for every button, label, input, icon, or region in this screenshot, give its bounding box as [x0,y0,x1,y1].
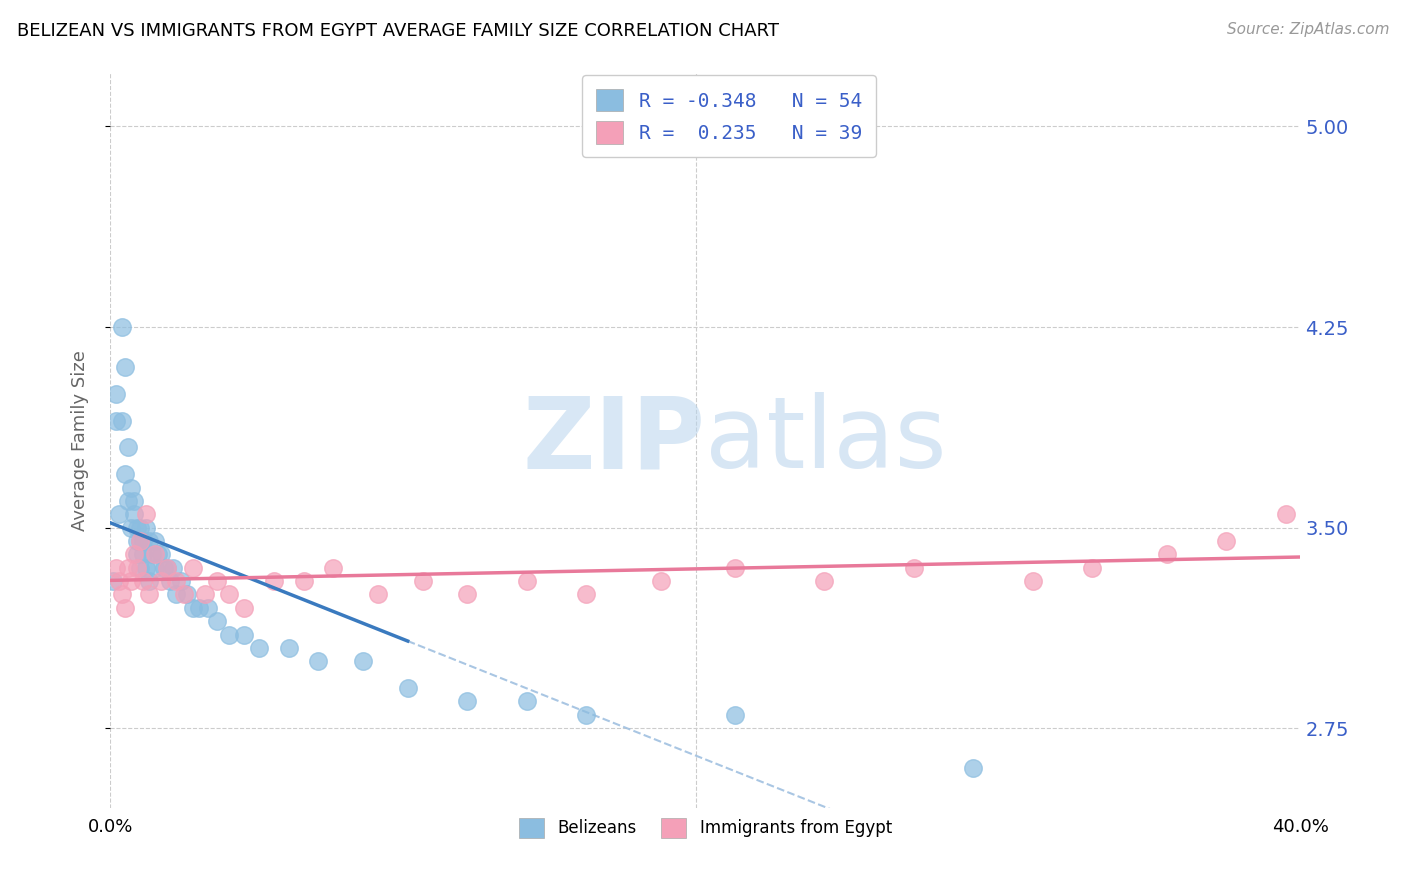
Point [188,600,211,615]
Point [128,534,150,549]
Point [117,494,139,508]
Point [125,547,148,561]
Point [197,600,219,615]
Point [1215,534,1237,549]
Point [120,521,142,535]
Legend: Belizeans, Immigrants from Egypt: Belizeans, Immigrants from Egypt [512,812,898,844]
Point [456,694,478,708]
Point [146,547,169,561]
Point [962,761,984,775]
Text: ZIP: ZIP [523,392,706,489]
Point [205,614,228,628]
Point [575,587,598,601]
Point [218,587,240,601]
Point [105,387,128,401]
Point [516,574,538,588]
Point [108,508,131,522]
Point [233,627,256,641]
Point [352,654,374,668]
Point [135,508,157,522]
Point [367,587,389,601]
Point [156,560,179,574]
Point [575,707,598,722]
Point [307,654,329,668]
Point [724,560,747,574]
Point [292,574,315,588]
Point [183,600,205,615]
Point [247,640,270,655]
Point [105,414,128,428]
Point [322,560,344,574]
Point [143,560,166,574]
Point [143,534,166,549]
Point [138,587,160,601]
Point [135,560,157,574]
Point [205,574,228,588]
Point [194,587,217,601]
Text: BELIZEAN VS IMMIGRANTS FROM EGYPT AVERAGE FAMILY SIZE CORRELATION CHART: BELIZEAN VS IMMIGRANTS FROM EGYPT AVERAG… [17,22,779,40]
Point [156,560,179,574]
Point [128,560,150,574]
Y-axis label: Average Family Size: Average Family Size [72,351,89,531]
Point [111,320,134,334]
Point [218,627,240,641]
Point [813,574,835,588]
Point [120,574,142,588]
Text: Source: ZipAtlas.com: Source: ZipAtlas.com [1226,22,1389,37]
Point [122,508,145,522]
Point [120,481,142,495]
Point [132,547,155,561]
Point [1156,547,1178,561]
Point [138,574,160,588]
Point [114,600,136,615]
Point [138,534,160,549]
Point [165,587,187,601]
Point [173,587,195,601]
Point [1021,574,1043,588]
Point [149,574,172,588]
Point [152,560,174,574]
Point [125,521,148,535]
Point [114,360,136,375]
Point [183,560,205,574]
Point [114,467,136,482]
Point [277,640,299,655]
Point [456,587,478,601]
Point [263,574,285,588]
Point [233,600,256,615]
Text: atlas: atlas [706,392,946,489]
Point [105,560,128,574]
Point [101,574,124,588]
Point [117,441,139,455]
Point [170,574,193,588]
Point [111,587,134,601]
Point [132,574,155,588]
Point [162,560,184,574]
Point [122,494,145,508]
Point [159,574,181,588]
Point [122,547,145,561]
Point [1081,560,1104,574]
Point [111,414,134,428]
Point [128,534,150,549]
Point [117,560,139,574]
Point [135,521,157,535]
Point [165,574,187,588]
Point [125,560,148,574]
Point [176,587,198,601]
Point [412,574,434,588]
Point [149,547,172,561]
Point [128,521,150,535]
Point [724,707,747,722]
Point [903,560,925,574]
Point [396,681,419,695]
Point [108,574,131,588]
Point [125,534,148,549]
Point [650,574,672,588]
Point [1274,508,1296,522]
Point [141,547,163,561]
Point [516,694,538,708]
Point [143,547,166,561]
Point [132,534,155,549]
